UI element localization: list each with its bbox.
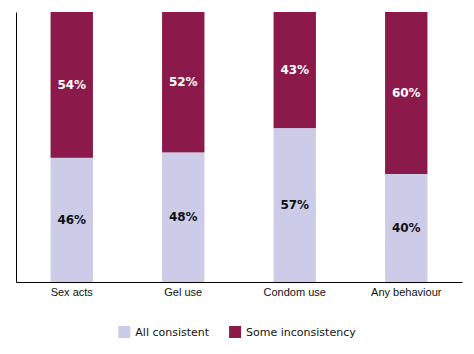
bar xyxy=(274,128,316,282)
legend-swatch xyxy=(118,326,130,338)
legend-item: All consistent xyxy=(118,326,209,339)
x-axis-line xyxy=(17,282,463,283)
data-label: 60% xyxy=(392,86,421,100)
bar xyxy=(51,158,93,282)
bar xyxy=(162,12,204,152)
x-tick-label: Sex acts xyxy=(51,286,94,298)
data-labels: 46% 48% 57% 40% 54% 52% 43% 60% xyxy=(57,63,420,235)
legend: All consistent Some inconsistency xyxy=(118,326,356,339)
x-tick: Gel use xyxy=(164,282,202,298)
legend-label: All consistent xyxy=(135,326,209,339)
x-tick-label: Condom use xyxy=(264,286,326,298)
x-tick-label: Any behaviour xyxy=(371,286,442,298)
x-axis: Sex acts Gel use Condom use Any behaviour xyxy=(17,282,463,298)
data-label: 54% xyxy=(57,78,86,92)
x-tick: Sex acts xyxy=(51,282,94,298)
bar xyxy=(51,12,93,158)
data-label: 52% xyxy=(169,75,198,89)
legend-label: Some inconsistency xyxy=(246,326,356,339)
bar xyxy=(162,152,204,282)
bar xyxy=(274,12,316,128)
series-bars xyxy=(51,12,428,174)
x-tick: Condom use xyxy=(264,282,326,298)
series-bars xyxy=(51,128,428,282)
legend-swatch xyxy=(229,326,241,338)
bar xyxy=(385,12,427,174)
x-tick-label: Gel use xyxy=(164,286,202,298)
legend-item: Some inconsistency xyxy=(229,326,356,339)
plot: Sex acts Gel use Condom use Any behaviour 46… xyxy=(17,12,463,298)
data-label: 57% xyxy=(280,198,309,212)
bar xyxy=(385,174,427,282)
bars xyxy=(51,12,428,282)
y-axis-line xyxy=(16,13,17,283)
x-tick: Any behaviour xyxy=(371,282,442,298)
data-label: 48% xyxy=(169,210,198,224)
y-axis xyxy=(16,13,17,283)
data-label: 43% xyxy=(280,63,309,77)
data-label: 40% xyxy=(392,221,421,235)
chart: Sex acts Gel use Condom use Any behaviour 46… xyxy=(0,0,474,354)
data-label: 46% xyxy=(57,213,86,227)
